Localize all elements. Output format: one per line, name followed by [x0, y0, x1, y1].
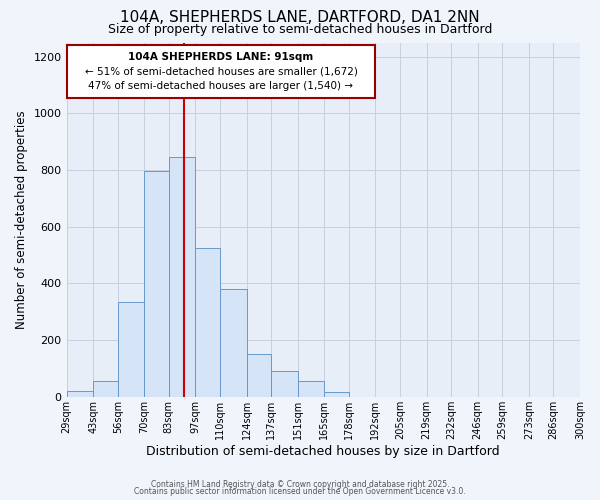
Bar	[67, 390, 93, 397]
Text: Size of property relative to semi-detached houses in Dartford: Size of property relative to semi-detach…	[108, 22, 492, 36]
Text: ← 51% of semi-detached houses are smaller (1,672): ← 51% of semi-detached houses are smalle…	[85, 66, 358, 76]
Text: 104A SHEPHERDS LANE: 91sqm: 104A SHEPHERDS LANE: 91sqm	[128, 52, 314, 62]
X-axis label: Distribution of semi-detached houses by size in Dartford: Distribution of semi-detached houses by …	[146, 444, 500, 458]
Text: Contains HM Land Registry data © Crown copyright and database right 2025.: Contains HM Land Registry data © Crown c…	[151, 480, 449, 489]
Bar	[118, 302, 144, 397]
Bar	[144, 172, 169, 397]
Bar	[298, 381, 324, 397]
Bar	[247, 354, 271, 397]
Bar	[220, 289, 247, 397]
Bar	[324, 392, 349, 397]
Bar	[67, 46, 376, 98]
Text: 47% of semi-detached houses are larger (1,540) →: 47% of semi-detached houses are larger (…	[88, 81, 353, 91]
Bar	[93, 381, 118, 397]
Text: Contains public sector information licensed under the Open Government Licence v3: Contains public sector information licen…	[134, 487, 466, 496]
Y-axis label: Number of semi-detached properties: Number of semi-detached properties	[15, 110, 28, 329]
Bar	[169, 158, 196, 397]
Text: 104A, SHEPHERDS LANE, DARTFORD, DA1 2NN: 104A, SHEPHERDS LANE, DARTFORD, DA1 2NN	[120, 10, 480, 25]
Bar	[196, 248, 220, 397]
Bar	[271, 372, 298, 397]
